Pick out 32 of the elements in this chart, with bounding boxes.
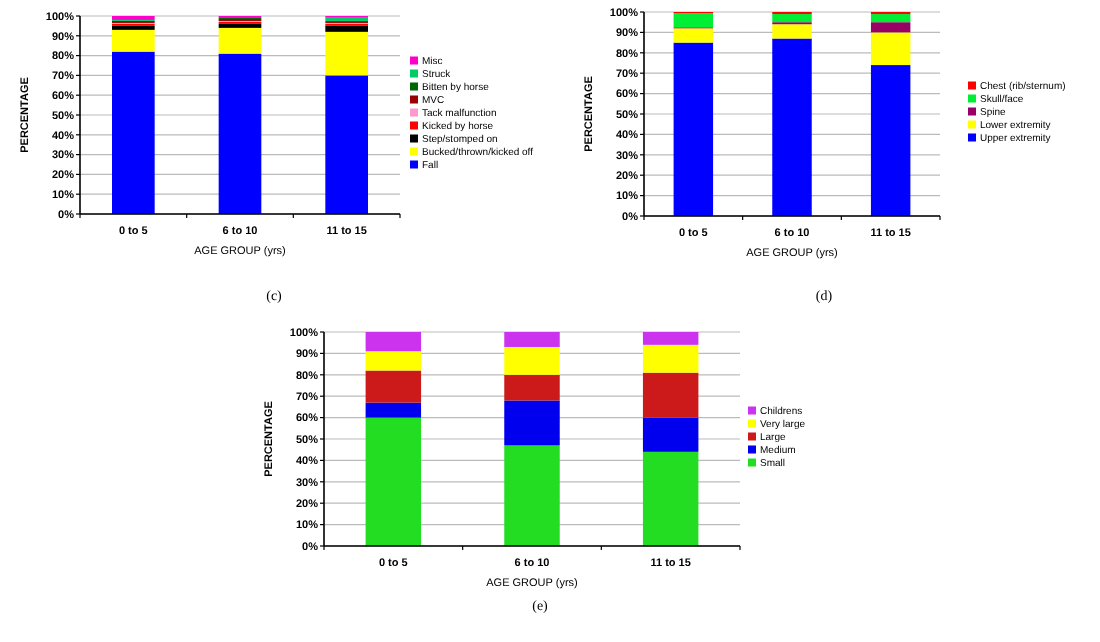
bar <box>365 351 422 371</box>
bar <box>772 24 812 39</box>
bar <box>642 344 699 373</box>
bar <box>365 417 422 546</box>
bar <box>772 14 812 23</box>
bar <box>642 417 699 452</box>
bar <box>112 51 155 214</box>
bar <box>642 451 699 546</box>
bar <box>642 332 699 345</box>
bar <box>673 13 714 28</box>
bar <box>325 75 368 214</box>
bar <box>218 27 262 54</box>
bar <box>870 14 911 23</box>
bar <box>504 374 560 401</box>
bar <box>325 25 368 32</box>
bar <box>870 65 911 216</box>
bar <box>504 346 560 375</box>
bar <box>365 402 422 418</box>
bar <box>772 38 812 216</box>
bar <box>365 370 422 403</box>
bar <box>504 400 560 446</box>
bar <box>218 53 262 214</box>
bar <box>870 22 911 33</box>
bar <box>504 445 560 546</box>
bar <box>504 332 560 347</box>
bar <box>642 372 699 418</box>
bar <box>365 332 422 352</box>
bar <box>112 29 155 52</box>
bar <box>673 42 714 216</box>
bar <box>673 28 714 43</box>
bar <box>870 32 911 66</box>
bar <box>325 31 368 76</box>
